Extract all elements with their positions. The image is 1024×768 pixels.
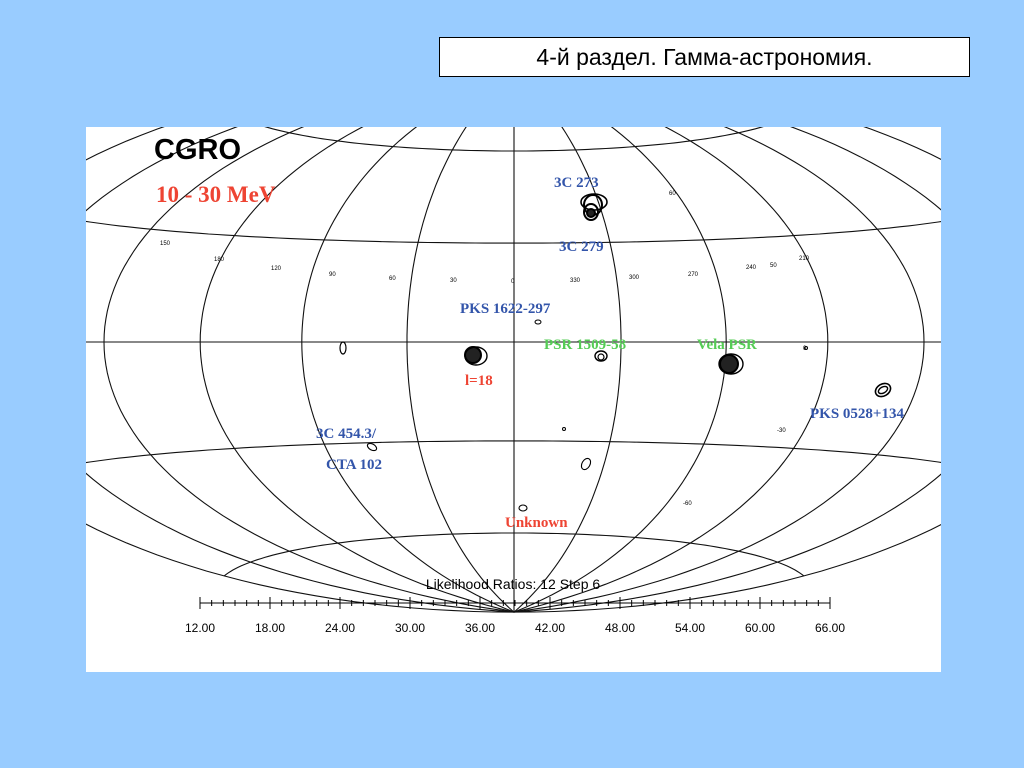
source-label-pks0528: PKS 0528+134 [810,406,904,422]
scale-tick-label: 60.00 [745,621,775,635]
scale-tick-label: 42.00 [535,621,565,635]
grid-meridian [513,127,925,613]
grid-label: -30 [777,428,786,434]
grid-label: 0 [511,279,515,285]
contour-small-pks1622 [534,319,542,325]
contour-small-west [339,341,347,355]
scale-tick-label: 36.00 [465,621,495,635]
contour-dot-center [562,427,566,431]
source-label-cta102: CTA 102 [326,457,382,473]
grid-label: 180 [214,257,225,263]
grid-label: 0 [803,346,807,352]
scale-tick-label: 48.00 [605,621,635,635]
source-label-3c273: 3C 273 [554,175,599,191]
scale-tick-label: 12.00 [185,621,215,635]
grid-label: 90 [329,272,336,278]
grid-parallel [86,440,941,464]
grid-label: 60 [389,276,396,282]
grid-label: 210 [799,256,810,262]
scale-title: Likelihood Ratios: 12 Step 6 [426,576,601,592]
energy-band-label: 10 - 30 MeV [156,182,276,207]
grid-meridian [513,127,622,613]
grid-label: 120 [271,266,282,272]
grid-parallel [264,127,764,152]
grid-label: 60 [669,191,676,197]
contour-l18 [464,346,488,366]
grid-label: 30 [450,278,457,284]
scale-tick-label: 18.00 [255,621,285,635]
scale-tick-label: 66.00 [815,621,845,635]
contour-small-cta102 [366,442,378,452]
scale-ticks [199,597,831,609]
source-label-3c279: 3C 279 [559,239,604,255]
grid-label: 50 [770,263,777,269]
source-label-3c454: 3C 454.3/ [316,426,377,442]
contour-small-south [580,457,592,471]
contour-3c279 [580,193,608,221]
contour-vela [718,353,744,375]
source-labels: 3C 273 3C 279 PKS 1622-297 PSR 1509-58 V… [316,175,904,531]
sky-map-svg: 150 180 120 90 60 30 0 330 300 270 240 2… [86,127,941,635]
source-label-pks1622: PKS 1622-297 [460,301,551,317]
scale-tick-label: 54.00 [675,621,705,635]
grid-number-labels: 150 180 120 90 60 30 0 330 300 270 240 2… [160,191,810,507]
contour-small-unknown [518,504,528,512]
source-contours [339,193,892,512]
grid-meridian [406,127,515,613]
grid-meridian [86,127,515,613]
scale-tick-label: 30.00 [395,621,425,635]
sky-map-figure: 150 180 120 90 60 30 0 330 300 270 240 2… [86,127,941,672]
grid-label: 330 [570,278,581,284]
grid-meridian [86,127,515,613]
scale-tick-label: 24.00 [325,621,355,635]
source-label-l18: l=18 [465,373,493,389]
grid-label: 240 [746,265,757,271]
contour-pks0528 [874,382,892,398]
grid-parallel [86,220,941,244]
grid-meridian [513,127,829,613]
grid-label: 300 [629,275,640,281]
source-label-unknown: Unknown [505,515,568,531]
mission-label: CGRO [154,134,241,166]
slide-title: 4-й раздел. Гамма-астрономия. [439,37,970,77]
source-label-psr1509: PSR 1509-58 [544,337,626,353]
grid-meridian [513,127,941,613]
likelihood-scale: Likelihood Ratios: 12 Step 6 12.00 18.00 2… [185,576,845,635]
coordinate-grid [86,127,941,613]
grid-label: -60 [683,501,692,507]
source-label-vela: Vela PSR [697,337,757,353]
grid-parallel [223,532,805,577]
contour-psr1509 [594,350,608,362]
contour-dot-east [804,346,808,350]
grid-label: 150 [160,241,171,247]
grid-label: 270 [688,272,699,278]
